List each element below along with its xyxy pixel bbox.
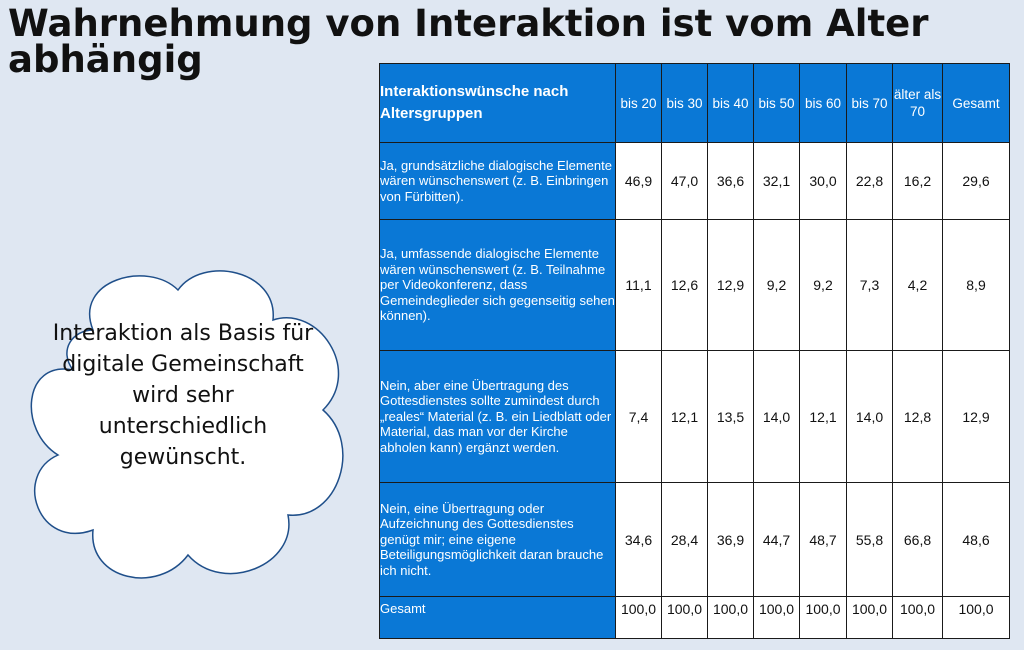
cell-value: 47,0 — [661, 142, 708, 220]
column-header: bis 20 — [615, 63, 662, 143]
column-header: bis 40 — [707, 63, 754, 143]
cell-value: 100,0 — [892, 596, 943, 639]
cell-value: 100,0 — [753, 596, 800, 639]
row-label: Gesamt — [379, 596, 616, 639]
cell-value: 36,9 — [707, 482, 754, 597]
cloud-shape — [30, 270, 344, 579]
cell-value: 100,0 — [846, 596, 893, 639]
column-header: bis 30 — [661, 63, 708, 143]
table-row: Ja, umfassende dialogische Elemente wäre… — [379, 219, 1010, 351]
cell-value: 48,6 — [942, 482, 1010, 597]
cell-value: 14,0 — [753, 350, 800, 483]
cell-value: 11,1 — [615, 219, 662, 351]
cell-value: 55,8 — [846, 482, 893, 597]
cell-value: 36,6 — [707, 142, 754, 220]
cell-value: 44,7 — [753, 482, 800, 597]
table-row: Nein, eine Übertragung oder Aufzeichnung… — [379, 482, 1010, 597]
cell-value: 7,4 — [615, 350, 662, 483]
cell-value: 9,2 — [799, 219, 847, 351]
table-header-label: Interaktionswünsche nach Altersgruppen — [379, 63, 616, 143]
cell-value: 12,6 — [661, 219, 708, 351]
row-label: Ja, grundsätzliche dialogische Elemente … — [379, 142, 616, 220]
cell-value: 22,8 — [846, 142, 893, 220]
column-header: bis 50 — [753, 63, 800, 143]
cell-value: 100,0 — [615, 596, 662, 639]
cell-value: 4,2 — [892, 219, 943, 351]
header-row: Interaktionswünsche nach Altersgruppen b… — [379, 63, 1010, 143]
table-row-total: Gesamt 100,0 100,0 100,0 100,0 100,0 100… — [379, 596, 1010, 639]
cell-value: 12,1 — [799, 350, 847, 483]
cell-value: 8,9 — [942, 219, 1010, 351]
thought-cloud: Interaktion als Basis für digitale Gemei… — [18, 260, 348, 590]
interaction-table: Interaktionswünsche nach Altersgruppen b… — [379, 63, 1010, 639]
cell-value: 100,0 — [707, 596, 754, 639]
cell-value: 30,0 — [799, 142, 847, 220]
cell-value: 48,7 — [799, 482, 847, 597]
cell-value: 100,0 — [799, 596, 847, 639]
slide-title: Wahrnehmung von Interaktion ist vom Alte… — [8, 2, 929, 81]
cell-value: 29,6 — [942, 142, 1010, 220]
cell-value: 9,2 — [753, 219, 800, 351]
cell-value: 100,0 — [661, 596, 708, 639]
cell-value: 32,1 — [753, 142, 800, 220]
cell-value: 34,6 — [615, 482, 662, 597]
row-label: Nein, aber eine Übertragung des Gottesdi… — [379, 350, 616, 483]
cell-value: 12,8 — [892, 350, 943, 483]
row-label: Nein, eine Übertragung oder Aufzeichnung… — [379, 482, 616, 597]
column-header: Gesamt — [942, 63, 1010, 143]
cell-value: 7,3 — [846, 219, 893, 351]
column-header: bis 70 — [846, 63, 893, 143]
row-label: Ja, umfassende dialogische Elemente wäre… — [379, 219, 616, 351]
cell-value: 12,9 — [942, 350, 1010, 483]
cell-value: 28,4 — [661, 482, 708, 597]
table-row: Nein, aber eine Übertragung des Gottesdi… — [379, 350, 1010, 483]
cloud-text: Interaktion als Basis für digitale Gemei… — [52, 321, 314, 470]
cell-value: 12,9 — [707, 219, 754, 351]
column-header: älter als 70 — [892, 63, 943, 143]
cell-value: 100,0 — [942, 596, 1010, 639]
cell-value: 16,2 — [892, 142, 943, 220]
cell-value: 46,9 — [615, 142, 662, 220]
cell-value: 14,0 — [846, 350, 893, 483]
column-header: bis 60 — [799, 63, 847, 143]
table-row: Ja, grundsätzliche dialogische Elemente … — [379, 142, 1010, 220]
cell-value: 12,1 — [661, 350, 708, 483]
cell-value: 66,8 — [892, 482, 943, 597]
cell-value: 13,5 — [707, 350, 754, 483]
